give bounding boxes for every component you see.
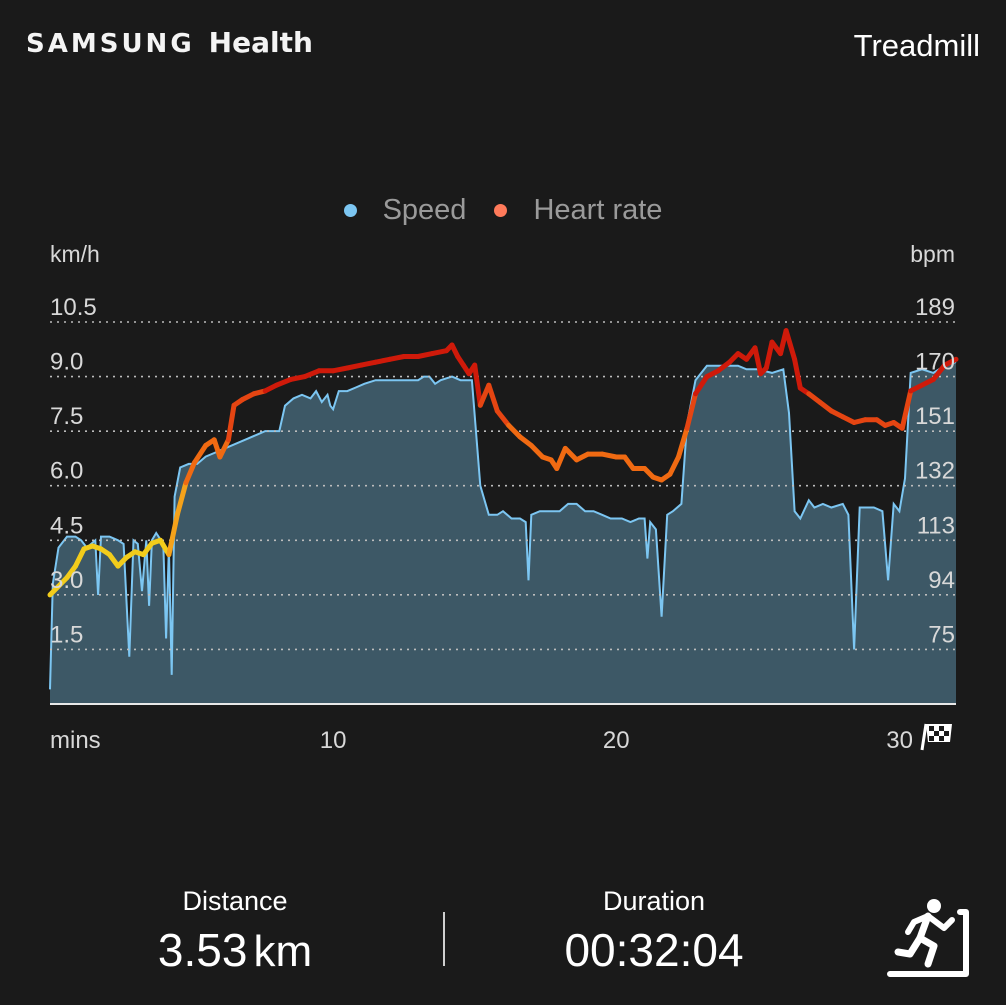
flag-square [934, 731, 939, 736]
right-tick-label: 151 [915, 403, 955, 430]
heart-rate-segment [225, 402, 237, 443]
heart-rate-segment [942, 356, 959, 368]
heart-rate-segment [930, 362, 948, 382]
distance-value: 3.53 [157, 924, 248, 976]
left-axis-unit: km/h [50, 241, 100, 267]
stat-divider [443, 912, 445, 966]
heart-rate-segment [693, 374, 710, 397]
heart-rate-segment [899, 388, 914, 431]
right-tick-label: 113 [917, 512, 955, 539]
app-logo: SAMSUNG Health [26, 26, 313, 60]
x-tick-label: 30 [886, 727, 913, 754]
checkered-flag-icon [920, 723, 952, 751]
heart-rate-segment [274, 376, 294, 388]
legend-heart-rate-label: Heart rate [533, 194, 663, 226]
heart-rate-segment [783, 328, 798, 362]
right-tick-label: 75 [928, 621, 955, 648]
heart-rate-segment [676, 425, 690, 460]
heart-rate-segment [684, 391, 698, 431]
right-tick-label: 170 [915, 349, 955, 376]
heart-rate-segment [528, 443, 546, 460]
heart-rate-segment [667, 454, 681, 477]
heart-rate-segment [562, 445, 580, 463]
duration-stat: Duration 00:32:04 [544, 886, 764, 977]
heart-rate-segment [763, 339, 775, 371]
right-tick-label: 132 [915, 458, 955, 485]
flag-square [939, 736, 944, 741]
heart-rate-segment [494, 408, 512, 428]
distance-value-row: 3.53 km [135, 923, 335, 977]
distance-label: Distance [182, 886, 288, 916]
left-tick-label: 9.0 [50, 349, 83, 376]
duration-value: 00:32:04 [564, 924, 744, 976]
activity-title: Treadmill [853, 28, 980, 63]
heart-rate-segment [792, 356, 803, 391]
right-tick-label: 189 [915, 294, 955, 321]
distance-stat: Distance 3.53 km [135, 886, 335, 977]
legend-speed-dot [343, 204, 357, 217]
heart-rate-segment [752, 345, 764, 377]
flag-square [929, 736, 934, 741]
x-tick-label: 10 [320, 727, 347, 754]
left-tick-label: 1.5 [50, 621, 83, 648]
speed-area [50, 362, 956, 704]
legend-heart-rate: Heart rate [494, 194, 662, 227]
heart-rate-segment [554, 445, 568, 471]
flag-square [929, 726, 934, 731]
heart-rate-segment [302, 368, 322, 380]
brand-samsung: SAMSUNG [26, 29, 195, 59]
flag-pole [920, 723, 928, 751]
heart-rate-segment [506, 422, 523, 440]
flag-square [944, 731, 949, 736]
left-tick-label: 7.5 [50, 403, 83, 430]
legend-speed-label: Speed [382, 194, 467, 226]
distance-unit: km [253, 927, 313, 976]
heart-rate-segment [217, 437, 231, 460]
heart-rate-segment [472, 362, 483, 408]
chart-legend: Speed Heart rate [0, 192, 1006, 227]
left-tick-label: 10.5 [50, 294, 97, 321]
heart-rate-segment [73, 546, 87, 569]
heart-rate-segment [191, 443, 209, 466]
left-tick-label: 3.0 [50, 567, 83, 594]
flag-square [939, 726, 944, 731]
legend-heart-rate-dot [494, 204, 508, 217]
right-tick-label: 94 [928, 567, 955, 594]
treadmill-runner-icon [887, 899, 969, 977]
heart-rate-segment [486, 382, 500, 414]
heart-rate-segment [174, 480, 189, 517]
right-axis-unit: bpm [910, 241, 955, 267]
left-tick-label: 6.0 [50, 458, 83, 485]
legend-speed: Speed [343, 194, 467, 227]
heart-rate-segment [166, 511, 180, 558]
heart-rate-segment [183, 460, 197, 486]
x-axis-label: mins [50, 727, 101, 754]
brand-health: Health [208, 26, 313, 59]
left-tick-label: 4.5 [50, 512, 83, 539]
x-tick-label: 20 [603, 727, 630, 754]
duration-label: Duration [602, 886, 706, 916]
speed-heart-rate-chart: km/h bpm 10.5 9.0 7.5 6.0 4.5 3.0 1.5 189 170 151 13… [47, 241, 959, 754]
